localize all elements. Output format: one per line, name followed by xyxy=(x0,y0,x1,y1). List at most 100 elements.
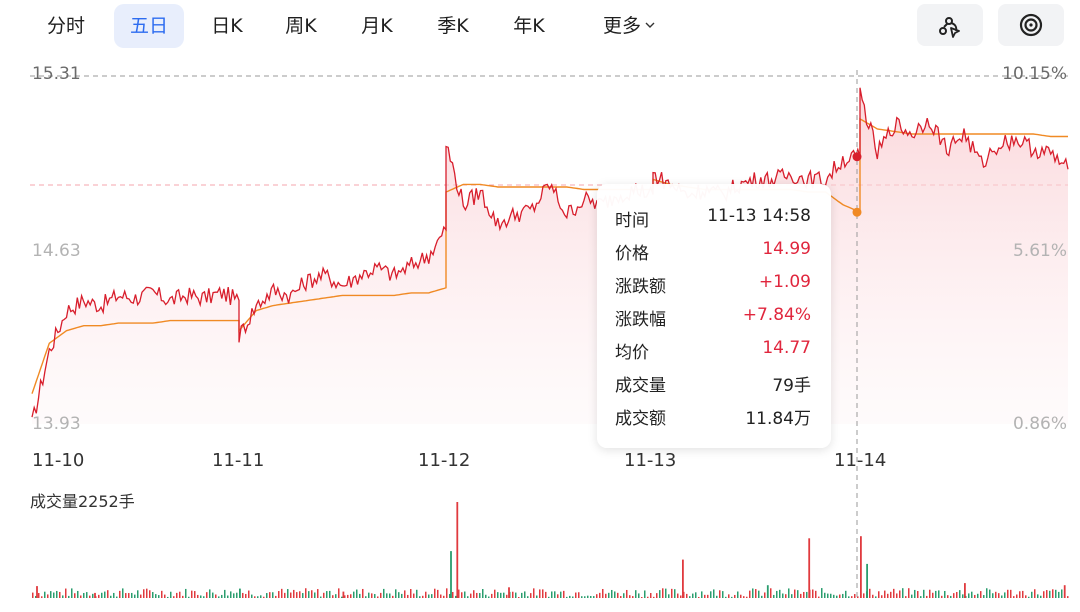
volume-bar xyxy=(287,589,289,598)
volume-bar xyxy=(1007,589,1009,598)
draw-tool-icon xyxy=(939,17,960,38)
volume-spike-bar xyxy=(866,563,868,598)
volume-bar xyxy=(833,594,835,598)
volume-bar xyxy=(413,593,415,598)
volume-bar xyxy=(899,590,901,598)
volume-bar xyxy=(1025,595,1027,598)
volume-bar xyxy=(896,593,898,598)
volume-bar xyxy=(626,589,628,598)
volume-bar xyxy=(1016,594,1018,598)
volume-bar xyxy=(803,591,805,598)
volume-bar xyxy=(1043,591,1045,598)
volume-bar xyxy=(497,592,499,598)
tab-niank[interactable]: 年K xyxy=(513,15,545,37)
volume-bar xyxy=(77,590,79,598)
volume-bar xyxy=(569,595,571,598)
volume-bar xyxy=(290,592,292,598)
tooltip-value: +1.09 xyxy=(758,272,811,292)
volume-bar xyxy=(74,593,76,598)
tab-zhouk[interactable]: 周K xyxy=(285,15,317,37)
volume-bar xyxy=(1013,596,1015,598)
tooltip-value: +7.84% xyxy=(742,305,811,325)
volume-bar xyxy=(182,595,184,598)
volume-bar xyxy=(245,593,247,598)
volume-bar xyxy=(935,590,937,598)
volume-bar xyxy=(647,596,649,598)
volume-bar xyxy=(125,593,127,598)
volume-bar xyxy=(776,590,778,598)
volume-spike-bar xyxy=(94,592,96,598)
volume-bar xyxy=(251,594,253,598)
tooltip-row-amount: 成交额 11.84万 xyxy=(615,404,811,434)
y-axis-mid-label: 14.63 xyxy=(32,241,81,261)
y-axis-max-label: 15.31 xyxy=(32,64,81,84)
volume-bar xyxy=(632,596,634,598)
tab-rik[interactable]: 日K xyxy=(211,15,243,37)
volume-bar xyxy=(206,592,208,598)
volume-bar xyxy=(254,596,256,598)
volume-bar xyxy=(1022,590,1024,598)
pct-axis-mid-label: 5.61% xyxy=(1012,241,1067,261)
volume-bar xyxy=(473,590,475,598)
volume-bar xyxy=(545,591,547,598)
volume-bar xyxy=(737,591,739,598)
volume-bar xyxy=(272,592,274,598)
volume-bar xyxy=(1058,591,1060,598)
volume-bar xyxy=(242,592,244,598)
volume-bar xyxy=(956,592,958,598)
volume-bar xyxy=(155,594,157,598)
volume-bar xyxy=(305,588,307,598)
volume-bar xyxy=(560,591,562,598)
volume-title: 成交量2252手 xyxy=(30,492,135,511)
volume-bar xyxy=(911,594,913,598)
chevron-down-icon xyxy=(645,22,655,28)
volume-bar xyxy=(113,592,115,598)
volume-bar xyxy=(593,596,595,598)
volume-bar xyxy=(233,593,235,598)
volume-bar xyxy=(158,595,160,598)
volume-bar xyxy=(164,594,166,598)
crosshair-avg-dot xyxy=(852,207,862,217)
tab-fenshi[interactable]: 分时 xyxy=(46,15,85,37)
tab-jik[interactable]: 季K xyxy=(437,15,469,37)
volume-bar xyxy=(410,589,412,598)
draw-tool-button[interactable] xyxy=(917,4,983,46)
volume-bar xyxy=(47,594,49,598)
volume-bar xyxy=(449,593,451,598)
volume-bar xyxy=(932,592,934,598)
volume-bar xyxy=(38,593,40,598)
volume-bar xyxy=(638,593,640,598)
volume-bar xyxy=(203,596,205,598)
volume-bar xyxy=(851,596,853,598)
volume-bar xyxy=(740,594,742,598)
tooltip-label: 成交量 xyxy=(615,376,666,396)
tooltip-label: 均价 xyxy=(615,343,649,363)
volume-bars xyxy=(32,502,1069,598)
volume-bar xyxy=(110,595,112,598)
volume-bar xyxy=(146,588,148,598)
volume-bar xyxy=(296,592,298,598)
volume-bar xyxy=(680,595,682,598)
tab-yuek[interactable]: 月K xyxy=(361,15,393,37)
volume-spike-bar xyxy=(808,538,811,598)
volume-bar xyxy=(317,589,319,598)
volume-bar xyxy=(728,594,730,598)
volume-bar xyxy=(902,588,904,598)
tooltip-row-price: 价格 14.99 xyxy=(615,239,811,269)
volume-bar xyxy=(41,596,43,598)
volume-bar xyxy=(314,592,316,598)
target-button[interactable] xyxy=(998,4,1064,46)
volume-bar xyxy=(35,595,37,598)
volume-bar xyxy=(143,589,145,598)
tooltip-label: 价格 xyxy=(615,244,649,264)
volume-bar xyxy=(824,592,826,598)
volume-bar xyxy=(134,594,136,598)
volume-bar xyxy=(383,588,385,598)
volume-bar xyxy=(827,593,829,598)
tab-wuri[interactable]: 五日 xyxy=(114,4,184,48)
volume-bar xyxy=(671,588,673,598)
tab-more[interactable]: 更多 xyxy=(584,4,674,48)
volume-bar xyxy=(908,588,910,598)
volume-bar xyxy=(371,593,373,598)
